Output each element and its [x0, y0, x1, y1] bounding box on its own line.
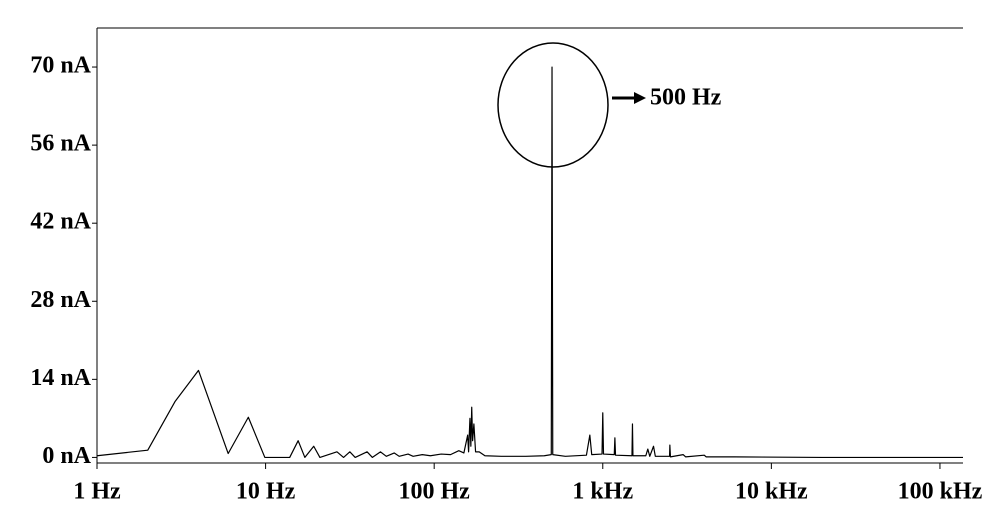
x-tick-label: 10 kHz: [735, 479, 808, 505]
annotation: 500 Hz: [650, 85, 722, 111]
x-tick-label: 10 Hz: [236, 479, 296, 505]
annotation-arrowhead: [634, 92, 646, 104]
series-line: [96, 66, 963, 459]
y-tick-label: 42 nA: [30, 209, 91, 235]
x-tick-label: 1 Hz: [73, 479, 121, 505]
x-tick-label: 1 kHz: [572, 479, 633, 505]
y-tick-label: 0 nA: [42, 443, 91, 469]
y-tick-label: 14 nA: [30, 365, 91, 391]
annotation-circle: [497, 42, 609, 168]
x-tick-label: 100 Hz: [399, 479, 471, 505]
y-tick-label: 70 nA: [30, 53, 91, 79]
y-tick-label: 28 nA: [30, 287, 91, 313]
x-tick-label: 100 kHz: [898, 479, 983, 505]
y-tick-label: 56 nA: [30, 131, 91, 157]
